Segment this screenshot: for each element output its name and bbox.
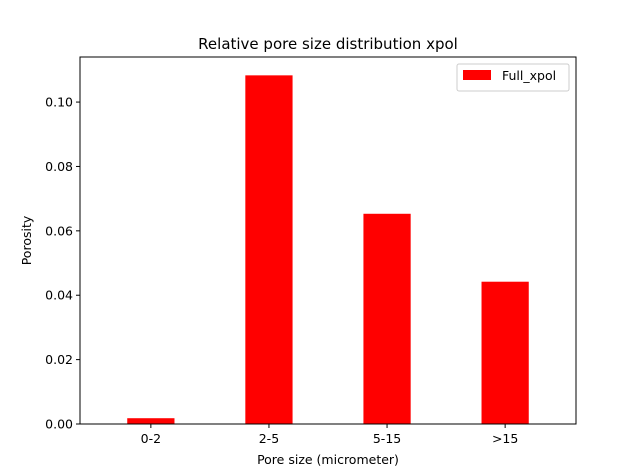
y-axis-label: Porosity bbox=[19, 215, 34, 265]
x-tick-label: 2-5 bbox=[259, 431, 279, 446]
plot-frame bbox=[79, 56, 577, 425]
y-axis-ticks: 0.00 0.02 0.04 0.06 0.08 0.10 bbox=[45, 95, 80, 432]
bar-3 bbox=[363, 213, 411, 424]
y-tick-label: 0.06 bbox=[45, 223, 73, 238]
chart-title: Relative pore size distribution xpol bbox=[198, 35, 458, 53]
y-tick-label: 0.02 bbox=[45, 352, 73, 367]
legend-swatch bbox=[463, 70, 491, 80]
bar-4 bbox=[481, 281, 529, 424]
y-tick-label: 0.08 bbox=[45, 159, 73, 174]
bar-1 bbox=[127, 418, 175, 424]
y-tick-label: 0.00 bbox=[45, 417, 73, 432]
x-axis-label: Pore size (micrometer) bbox=[257, 452, 399, 467]
x-tick-label: 0-2 bbox=[141, 431, 161, 446]
y-tick-label: 0.04 bbox=[45, 288, 73, 303]
y-tick-label: 0.10 bbox=[45, 95, 73, 110]
legend: Full_xpol bbox=[456, 63, 570, 92]
bar-2 bbox=[245, 75, 293, 424]
legend-label: Full_xpol bbox=[502, 68, 556, 83]
x-tick-label: 5-15 bbox=[373, 431, 401, 446]
bars-group bbox=[127, 75, 529, 424]
x-tick-label: >15 bbox=[492, 431, 518, 446]
x-axis-ticks: 0-2 2-5 5-15 >15 bbox=[141, 424, 518, 446]
